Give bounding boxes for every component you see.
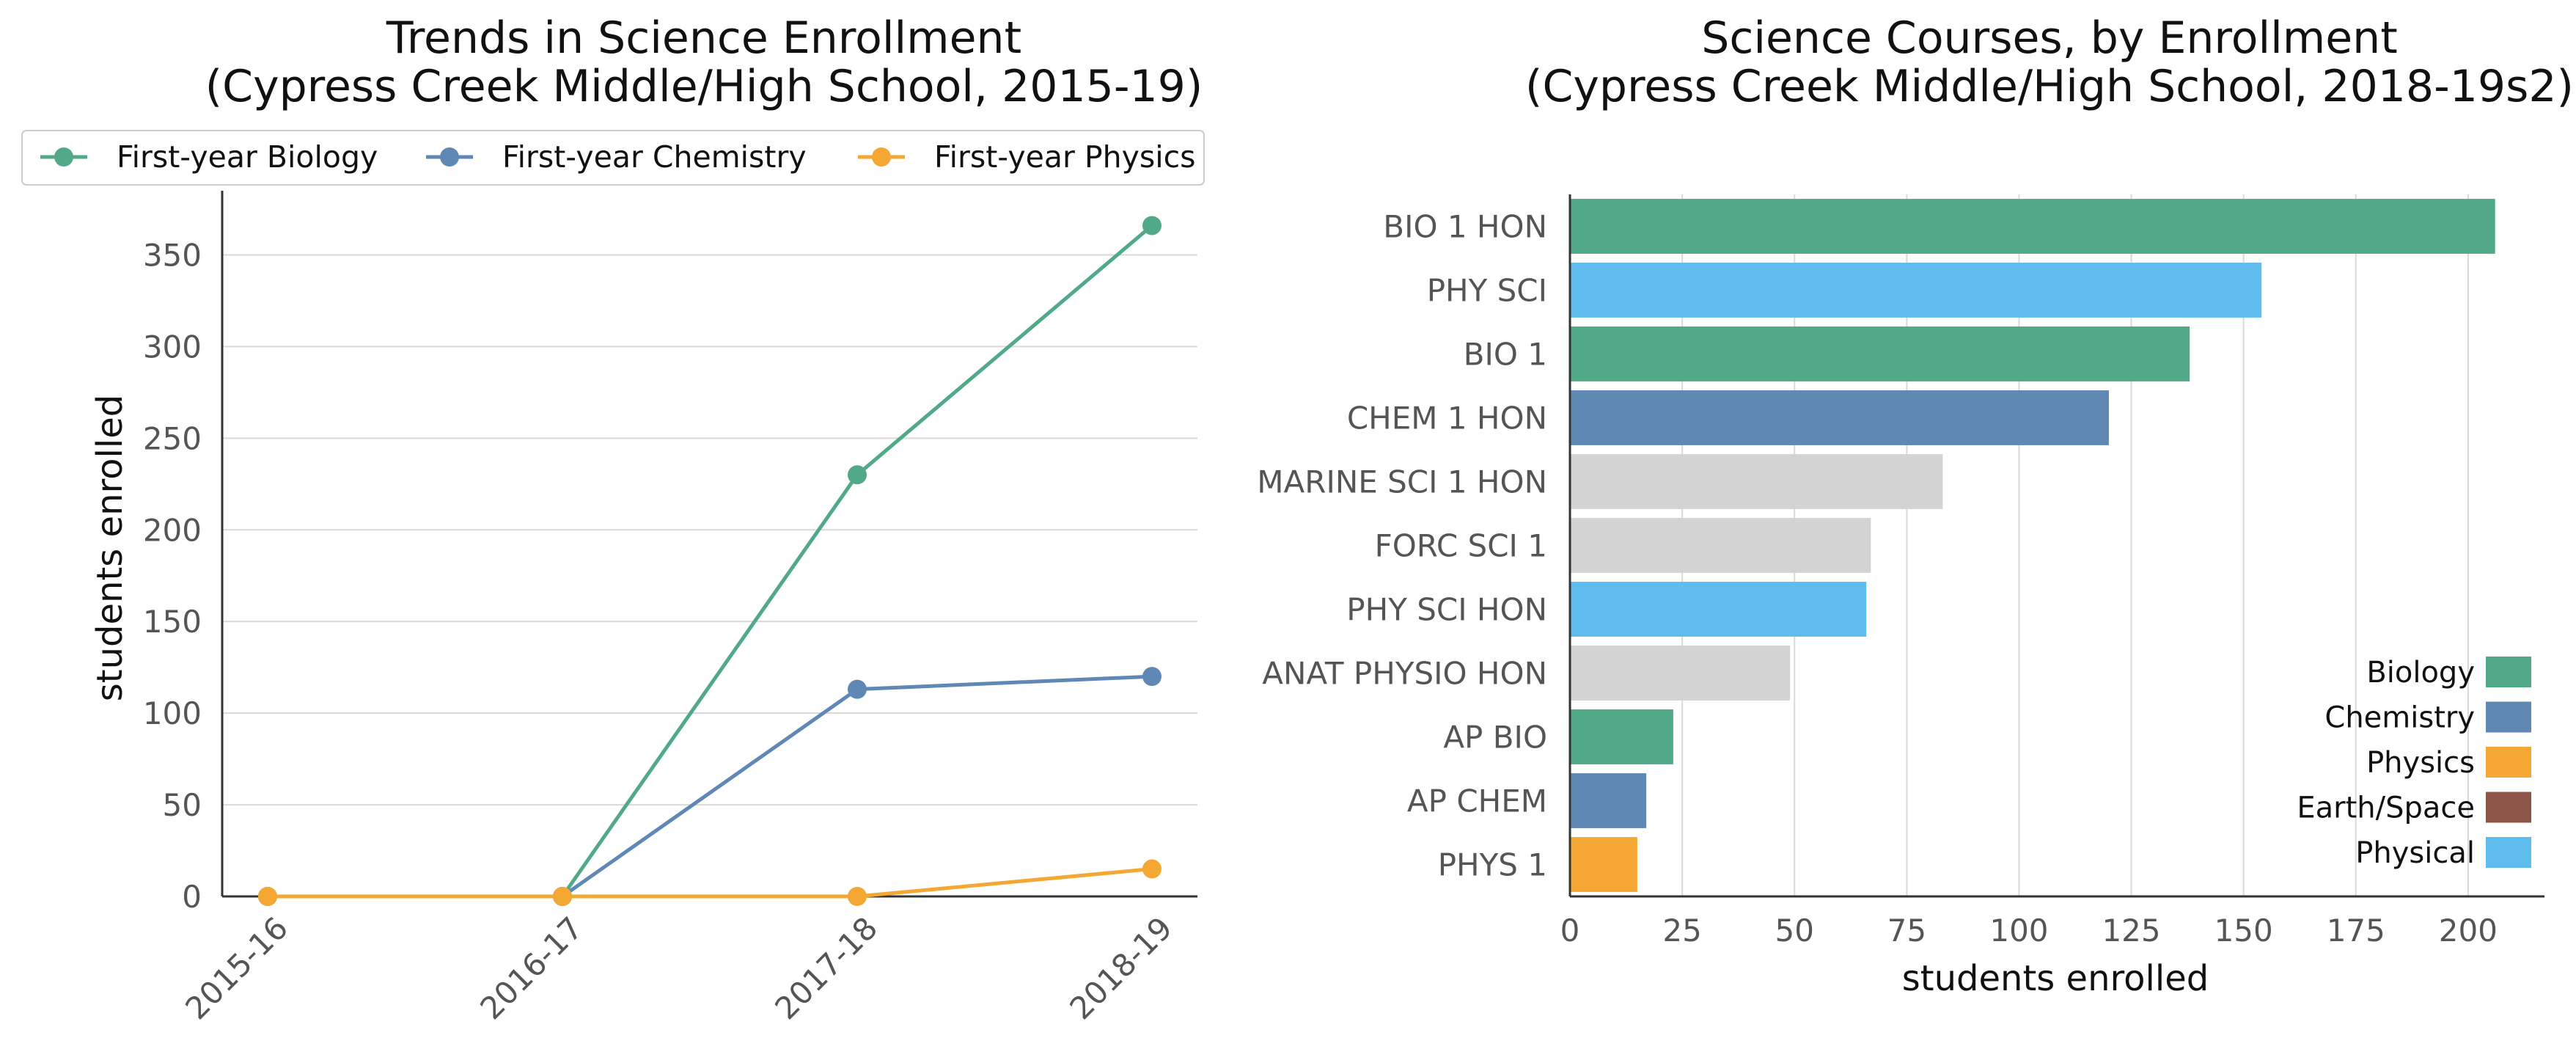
chart2-category-label: BIO 1 HON: [1383, 209, 1547, 245]
chart2-x-tick-label: 125: [2102, 913, 2160, 948]
chart2-bar: [1570, 582, 1867, 637]
chart1-title: Trends in Science Enrollment: [386, 12, 1021, 64]
chart2-category-label: PHY SCI: [1427, 273, 1547, 309]
chart1-data-point: [1142, 859, 1162, 879]
chart1-y-ticks: 0 50 100 150 200 250 300 350: [143, 237, 202, 915]
chart2-bar: [1570, 837, 1637, 892]
chart2-x-tick-label: 75: [1887, 913, 1926, 948]
chart1-series-group: [258, 216, 1162, 906]
chart1-y-tick-label: 0: [182, 879, 202, 915]
chart1-legend-marker: [872, 147, 891, 167]
chart1-legend-label: First-year Biology: [117, 139, 378, 175]
chart2-bar: [1570, 326, 2190, 381]
chart1-series: [258, 216, 1162, 906]
chart2-x-tick-label: 50: [1775, 913, 1813, 948]
chart1-x-tick-label: 2015-16: [178, 910, 295, 1026]
chart1-series-line: [268, 674, 1153, 899]
chart1-legend-marker: [440, 147, 459, 167]
chart2-legend-swatch: [2486, 792, 2531, 823]
chart1-legend-label: First-year Physics: [934, 139, 1196, 175]
chart1-series-line: [268, 867, 1153, 899]
chart1-x-tick-label: 2017-18: [768, 910, 884, 1026]
chart2-legend-swatch: [2486, 701, 2531, 733]
chart1-y-tick-label: 150: [143, 604, 202, 640]
chart2-bar: [1570, 773, 1647, 828]
chart1-y-tick-label: 300: [143, 329, 202, 365]
chart2-legend-swatch: [2486, 747, 2531, 778]
chart1-legend-frame: [21, 130, 1205, 186]
chart2-bars: [1570, 199, 2495, 892]
chart2-bar: [1570, 454, 1943, 509]
chart2-legend-swatch: [2486, 837, 2531, 868]
chart1-x-ticks: 2015-16 2016-17 2017-18 2018-19: [178, 910, 1179, 1026]
chart2-x-tick-label: 25: [1662, 913, 1701, 948]
chart2-bar: [1570, 709, 1673, 764]
chart1-y-tick-label: 350: [143, 237, 202, 273]
chart2-category-label: BIO 1: [1464, 337, 1547, 373]
chart1-series-line: [268, 224, 1153, 899]
chart2-x-tick-label: 100: [1989, 913, 2048, 948]
chart1-data-point: [848, 465, 867, 485]
chart2-subtitle: (Cypress Creek Middle/High School, 2018-…: [1525, 61, 2574, 112]
chart2-x-tick-label: 150: [2214, 913, 2273, 948]
chart1-y-tick-label: 50: [163, 787, 202, 823]
chart2-bar: [1570, 390, 2109, 445]
enrollment-trends-chart: Trends in Science Enrollment (Cypress Cr…: [21, 12, 1205, 1026]
chart1-legend-marker: [54, 147, 73, 167]
chart1-x-tick-label: 2016-17: [473, 910, 590, 1026]
chart1-y-axis-label: students enrolled: [89, 395, 131, 701]
chart2-category-label: PHYS 1: [1438, 847, 1547, 883]
chart2-title: Science Courses, by Enrollment: [1701, 12, 2397, 64]
chart2-legend-swatch: [2486, 657, 2531, 687]
chart1-legend-label: First-year Chemistry: [502, 139, 807, 175]
chart2-x-axis-label: students enrolled: [1902, 958, 2209, 999]
chart2-legend-label: Physical: [2355, 836, 2475, 870]
chart1-series-group: [258, 667, 1162, 906]
chart2-category-label: ANAT PHYSIO HON: [1262, 656, 1547, 692]
chart1-gridlines: [222, 254, 1197, 806]
chart2-x-tick-label: 175: [2327, 913, 2385, 948]
chart1-data-point: [553, 887, 572, 906]
chart1-legend: First-year Biology First-year Chemistry Fi…: [21, 130, 1205, 186]
chart2-x-tick-label: 200: [2439, 913, 2498, 948]
chart2-legend-label: Biology: [2366, 656, 2475, 690]
chart1-data-point: [1142, 216, 1162, 235]
chart1-y-tick-label: 200: [143, 512, 202, 548]
chart2-category-label: CHEM 1 HON: [1347, 401, 1547, 436]
chart1-data-point: [848, 887, 867, 906]
chart2-category-label: MARINE SCI 1 HON: [1257, 464, 1547, 500]
chart2-category-label: AP CHEM: [1407, 783, 1547, 819]
course-enrollment-chart: Science Courses, by Enrollment (Cypress …: [1257, 12, 2574, 999]
chart1-axes: [221, 191, 1197, 898]
chart2-bar: [1570, 646, 1791, 701]
chart2-axes: [1568, 194, 2544, 898]
chart1-x-tick-label: 2018-19: [1063, 910, 1179, 1026]
chart2-legend: Biology Chemistry Physics Earth/Space Physic…: [2297, 656, 2531, 870]
chart1-data-point: [848, 679, 867, 699]
chart2-category-labels: BIO 1 HON PHY SCI BIO 1 CHEM 1 HON MARINE SC…: [1257, 209, 1547, 883]
chart1-series-group: [258, 859, 1162, 906]
chart2-legend-label: Physics: [2366, 746, 2475, 780]
chart2-bar: [1570, 199, 2495, 254]
chart1-y-tick-label: 100: [143, 695, 202, 731]
chart1-y-tick-label: 250: [143, 420, 202, 456]
chart1-data-point: [258, 887, 277, 906]
chart2-x-ticks: 0 25 50 75 100 125 150 175 200: [1560, 913, 2498, 948]
chart2-category-label: PHY SCI HON: [1346, 592, 1547, 628]
chart2-x-tick-label: 0: [1560, 913, 1580, 948]
chart2-category-label: FORC SCI 1: [1375, 528, 1547, 564]
chart2-legend-label: Earth/Space: [2297, 792, 2475, 825]
chart2-category-label: AP BIO: [1443, 720, 1547, 756]
chart2-bar: [1570, 518, 1871, 573]
chart1-data-point: [1142, 667, 1162, 687]
chart2-legend-label: Chemistry: [2324, 701, 2475, 735]
chart2-bar: [1570, 263, 2262, 318]
chart1-subtitle: (Cypress Creek Middle/High School, 2015-…: [205, 61, 1203, 112]
